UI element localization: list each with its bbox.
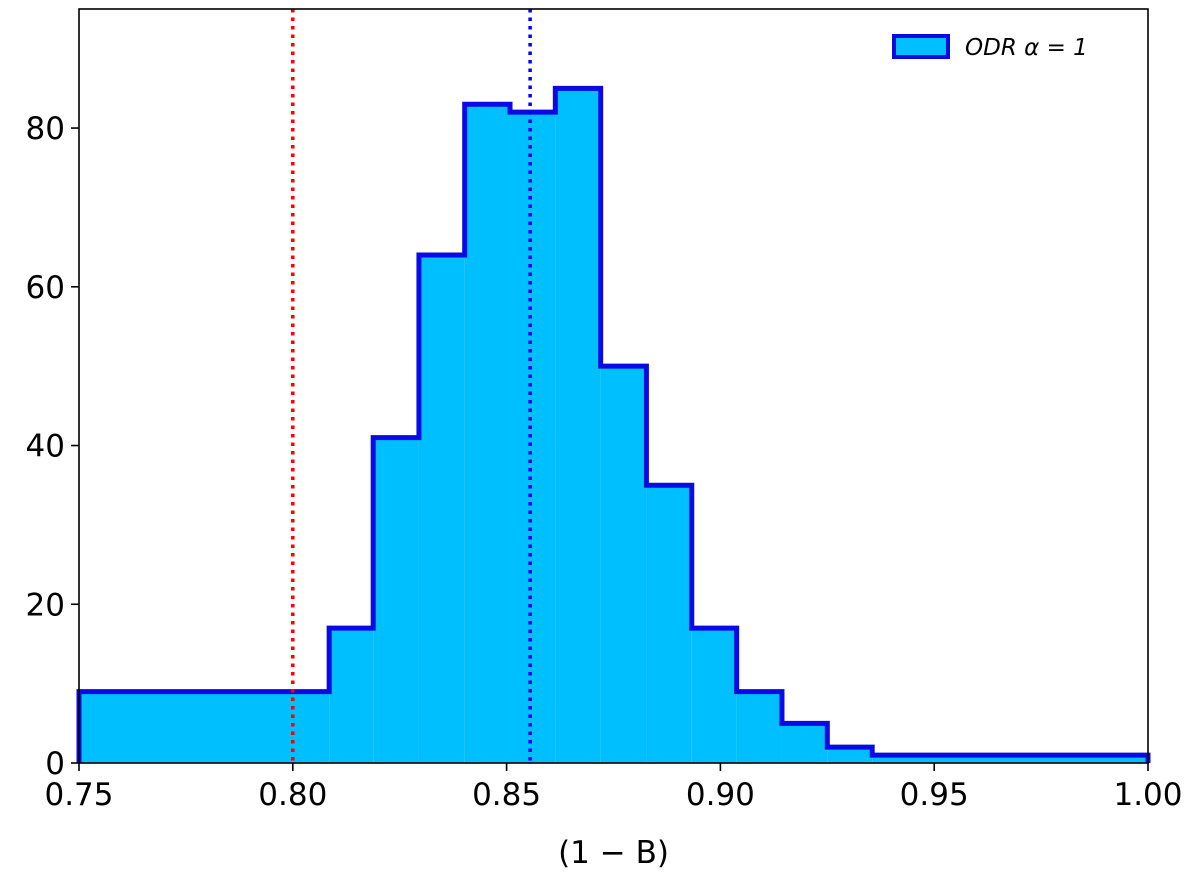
x-tick-label: 0.80 <box>258 777 327 813</box>
histogram-bar <box>646 485 692 763</box>
histogram-bar <box>510 112 556 763</box>
histogram-bar <box>79 691 330 763</box>
x-tick-label: 0.95 <box>900 777 969 813</box>
legend: ODR α = 1 <box>892 34 1088 61</box>
histogram-bar <box>373 437 419 763</box>
y-tick-label: 20 <box>26 587 65 623</box>
histogram-bar <box>872 755 1148 763</box>
histogram-outline <box>76 85 1151 763</box>
histogram-bar <box>329 628 374 763</box>
histogram-bar <box>736 691 782 763</box>
y-axis-ticks: 0 20 40 60 80 <box>26 111 79 782</box>
histogram-bar <box>781 723 828 763</box>
x-tick-label: 0.75 <box>44 777 113 813</box>
x-tick-label: 1.00 <box>1113 777 1182 813</box>
histogram-bar <box>600 366 647 763</box>
y-tick-label: 40 <box>26 429 65 465</box>
histogram-bar <box>691 628 737 763</box>
y-tick-label: 0 <box>45 746 65 782</box>
plot-frame <box>78 8 1149 764</box>
histogram-bar <box>464 104 511 763</box>
histogram-bar <box>555 88 601 764</box>
y-tick-label: 80 <box>26 111 65 147</box>
histogram-bar <box>827 747 873 763</box>
y-tick-label: 60 <box>26 270 65 306</box>
legend-label: ODR α = 1 <box>965 35 1088 61</box>
x-axis-label: (1 − B) <box>558 835 669 871</box>
reference-lines <box>291 9 532 763</box>
x-axis-ticks: 0.75 0.80 0.85 0.90 0.95 1.00 <box>44 763 1183 813</box>
legend-swatch <box>892 34 950 59</box>
histogram-bar <box>418 255 465 763</box>
histogram-bars <box>76 85 1151 764</box>
x-tick-label: 0.85 <box>472 777 541 813</box>
x-tick-label: 0.90 <box>686 777 755 813</box>
